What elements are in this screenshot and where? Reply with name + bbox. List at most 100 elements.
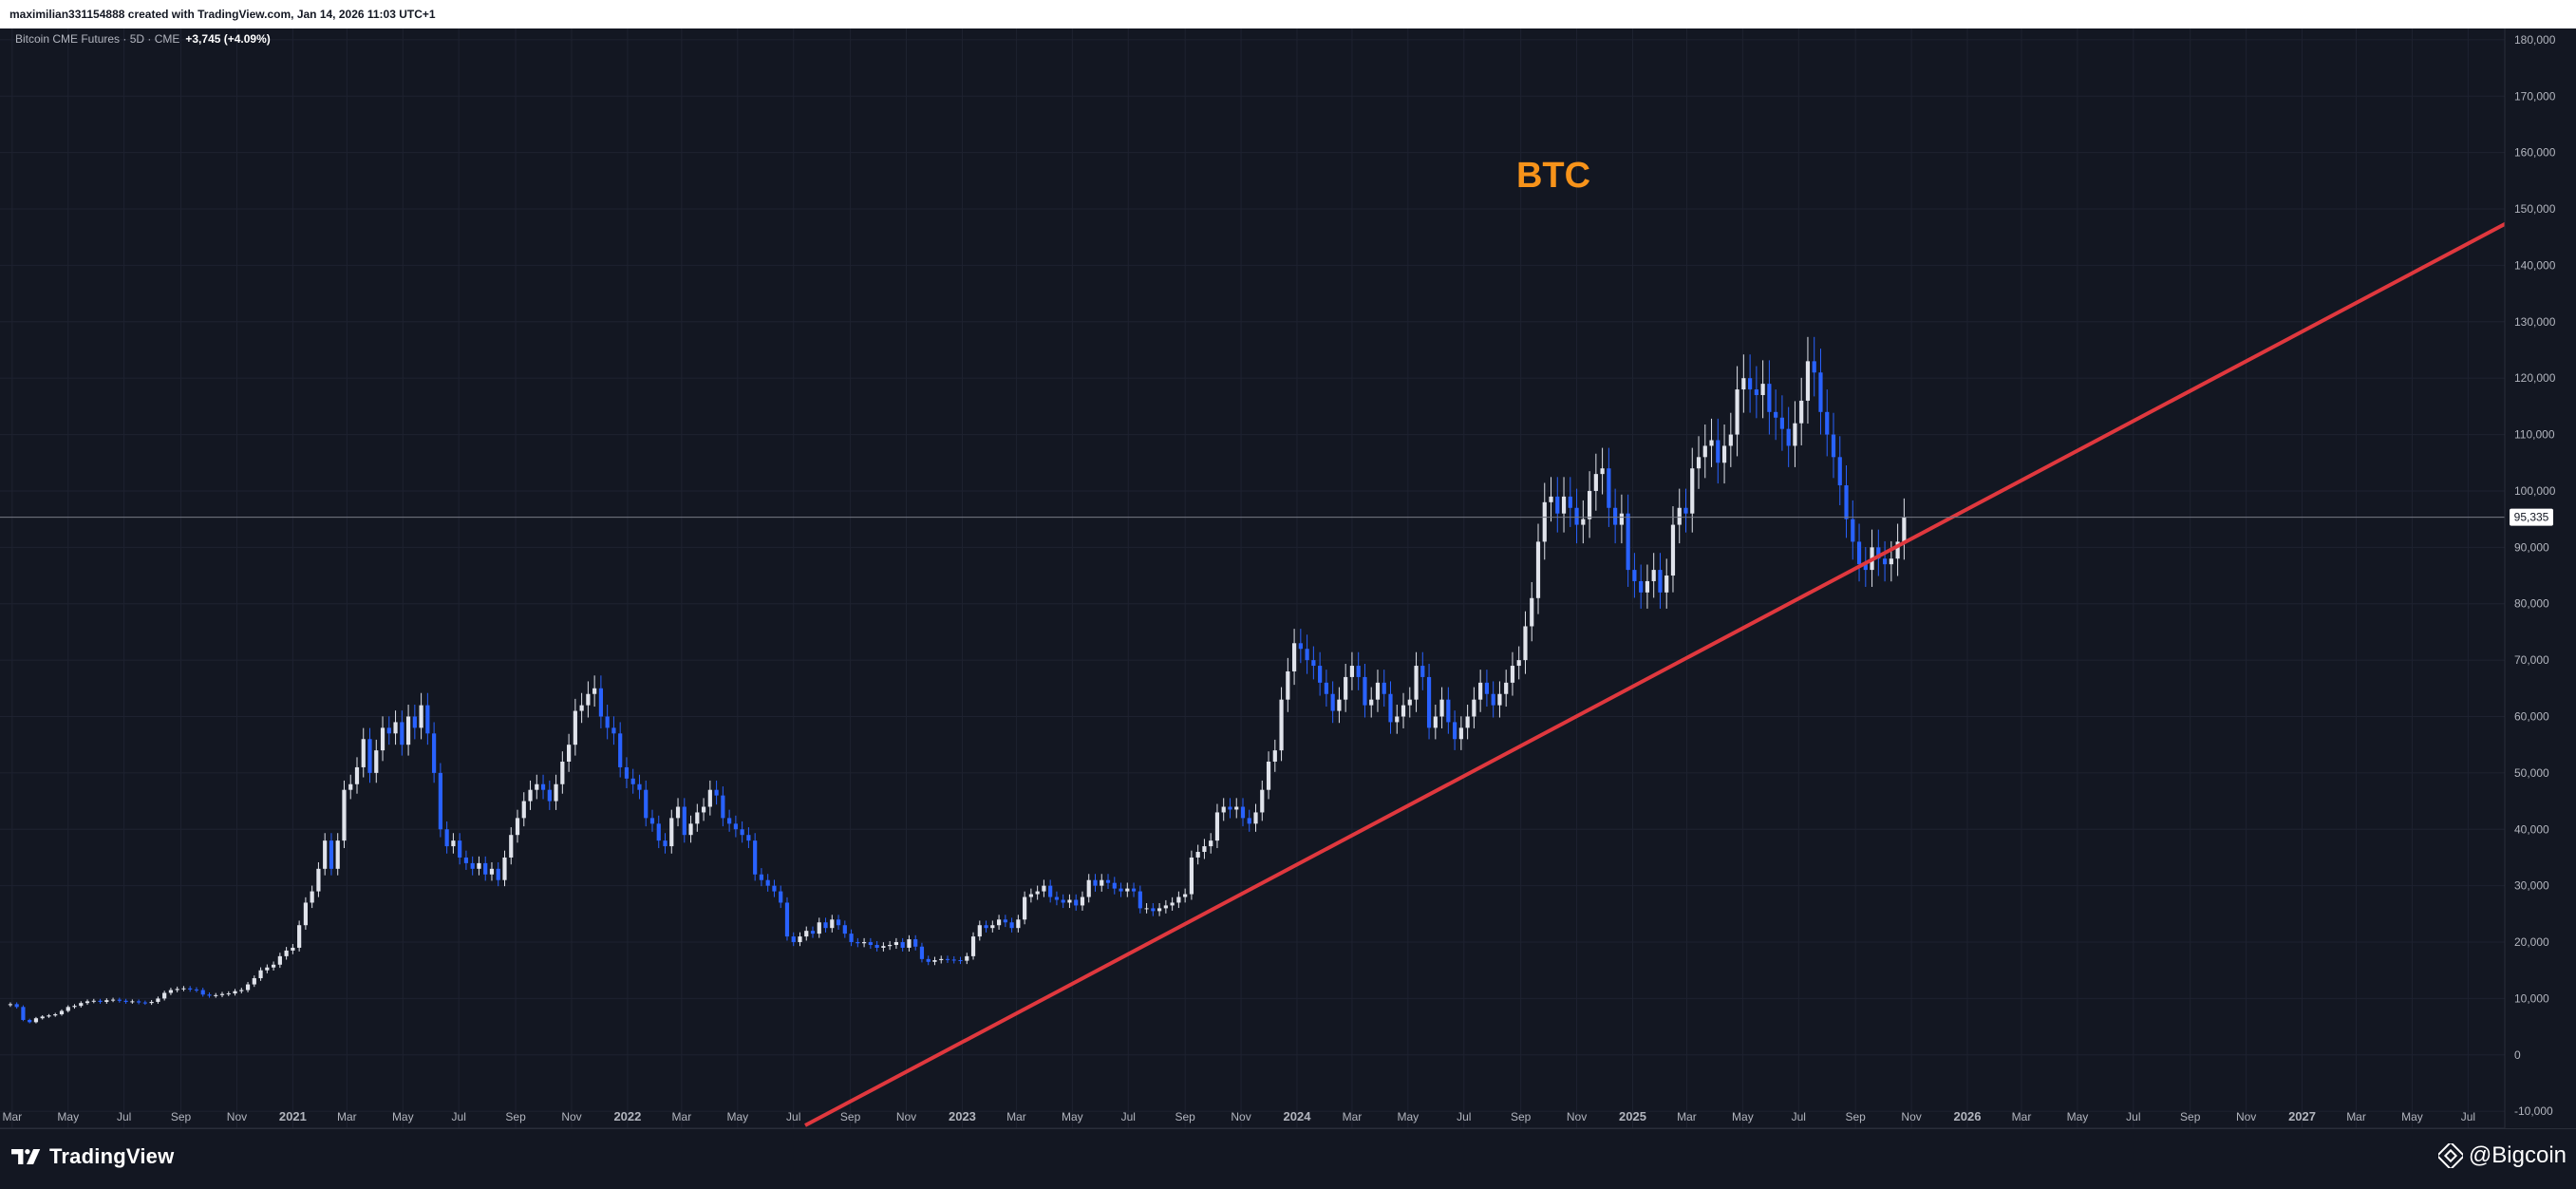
candle-body: [85, 1001, 90, 1004]
candle-body: [1414, 666, 1419, 700]
candle-body: [1157, 908, 1162, 912]
candle-body: [271, 964, 276, 968]
candle-body: [1395, 716, 1400, 723]
candle-body: [1112, 882, 1117, 889]
x-tick-label: 2024: [1284, 1109, 1312, 1123]
candle-body: [874, 945, 879, 948]
x-tick-label: Jul: [2461, 1110, 2475, 1123]
tradingview-logo[interactable]: TradingView: [11, 1144, 174, 1169]
price-axis[interactable]: 180,000 170,000 160,000 150,000 140,000 130,0…: [2514, 33, 2556, 1118]
x-tick-label: Mar: [1006, 1110, 1026, 1123]
candle-body: [1240, 806, 1246, 819]
candle-body: [849, 934, 854, 943]
candle-body: [907, 939, 912, 948]
candle-body: [547, 789, 552, 802]
candle-body: [1465, 716, 1470, 728]
trendline[interactable]: [804, 221, 2508, 1127]
candle-body: [1291, 643, 1297, 671]
candle-body: [1163, 905, 1168, 909]
candle-body: [1844, 485, 1849, 519]
candle-body: [72, 1006, 77, 1008]
current-price-badge: 95,335: [2510, 508, 2553, 526]
attribution-text: maximilian331154888 created with Trading…: [9, 8, 436, 21]
candle-body: [1337, 699, 1342, 711]
candle-body: [361, 739, 366, 767]
candle-body: [1209, 840, 1213, 847]
candle-body: [207, 994, 212, 996]
x-tick-label: Sep: [2180, 1110, 2201, 1123]
x-tick-label: 2021: [279, 1109, 307, 1123]
candle-body: [380, 727, 385, 751]
x-tick-label: Mar: [672, 1110, 692, 1123]
candle-body: [91, 1000, 96, 1002]
candle-body: [156, 998, 160, 1002]
x-tick-label: Nov: [1901, 1110, 1921, 1123]
candle-body: [252, 978, 256, 985]
candle-body: [688, 823, 693, 836]
candle-body: [1439, 699, 1444, 717]
candle-body: [611, 727, 616, 734]
candle-body: [573, 710, 577, 745]
x-tick-label: Sep: [505, 1110, 526, 1123]
candle-body: [354, 766, 360, 784]
candle-body: [1555, 496, 1560, 514]
candle-body: [47, 1015, 51, 1017]
candle-body: [1670, 524, 1676, 576]
candle-body: [1035, 891, 1040, 895]
candle-body: [1779, 417, 1785, 429]
candle-body: [624, 766, 630, 779]
candle-body: [1266, 762, 1271, 790]
candle-body: [1664, 576, 1669, 593]
candle-body: [1074, 899, 1079, 906]
btc-annotation[interactable]: BTC: [1516, 156, 1590, 196]
candle-body: [830, 919, 835, 929]
tradingview-logo-icon: [11, 1149, 41, 1164]
candle-body: [432, 733, 437, 773]
candle-body: [540, 783, 546, 790]
candle-body: [1183, 894, 1188, 897]
x-tick-label: Mar: [2012, 1110, 2032, 1123]
candle-body: [1658, 570, 1663, 593]
candle-body: [682, 806, 686, 836]
candle-body: [1716, 440, 1720, 463]
candle-body: [1754, 389, 1758, 395]
time-axis[interactable]: Mar May Jul Sep Nov 2021 Mar May Jul Sep Nov 2022 Ma…: [2, 1109, 2475, 1123]
candle-body: [175, 989, 179, 991]
candle-body: [412, 716, 417, 728]
candle-body: [535, 783, 539, 790]
candle-body: [939, 958, 944, 961]
symbol-legend[interactable]: Bitcoin CME Futures · 5D · CME +3,745 (+4…: [15, 32, 271, 46]
candle-body: [554, 783, 558, 802]
candle-body: [913, 939, 918, 947]
candle-body: [335, 840, 340, 869]
footer-bar: TradingView @Bigcoin: [0, 1128, 2576, 1189]
candle-body: [881, 946, 886, 948]
candle-body: [458, 840, 462, 858]
candle-body: [1048, 885, 1053, 897]
candle-body: [1702, 445, 1707, 458]
candle-body: [386, 727, 391, 734]
price-chart[interactable]: BTC 180,000170,000160,000150,000140,0001…: [0, 28, 2576, 1128]
candle-body: [1805, 361, 1811, 401]
y-tick-label: 170,000: [2514, 89, 2556, 103]
candle-body: [1272, 750, 1277, 762]
symbol-name: Bitcoin CME Futures · 5D · CME: [15, 32, 180, 46]
x-tick-label: Sep: [1511, 1110, 1532, 1123]
candle-body: [823, 922, 828, 929]
candle-body: [1382, 682, 1386, 694]
y-tick-label: 10,000: [2514, 991, 2549, 1005]
candle-body: [1593, 474, 1598, 491]
candle-body: [226, 993, 231, 995]
candle-body: [1093, 879, 1098, 886]
candle-body: [1690, 468, 1695, 514]
candle-body: [701, 806, 706, 813]
candle-body: [1478, 682, 1483, 700]
candle-body: [990, 925, 995, 929]
candle-body: [451, 840, 456, 847]
y-tick-label: 20,000: [2514, 935, 2549, 949]
candle-body: [1574, 507, 1579, 525]
x-tick-label: Mar: [2, 1110, 22, 1123]
x-tick-label: May: [1062, 1110, 1083, 1123]
candle-body: [1837, 457, 1842, 486]
candle-body: [888, 945, 893, 947]
